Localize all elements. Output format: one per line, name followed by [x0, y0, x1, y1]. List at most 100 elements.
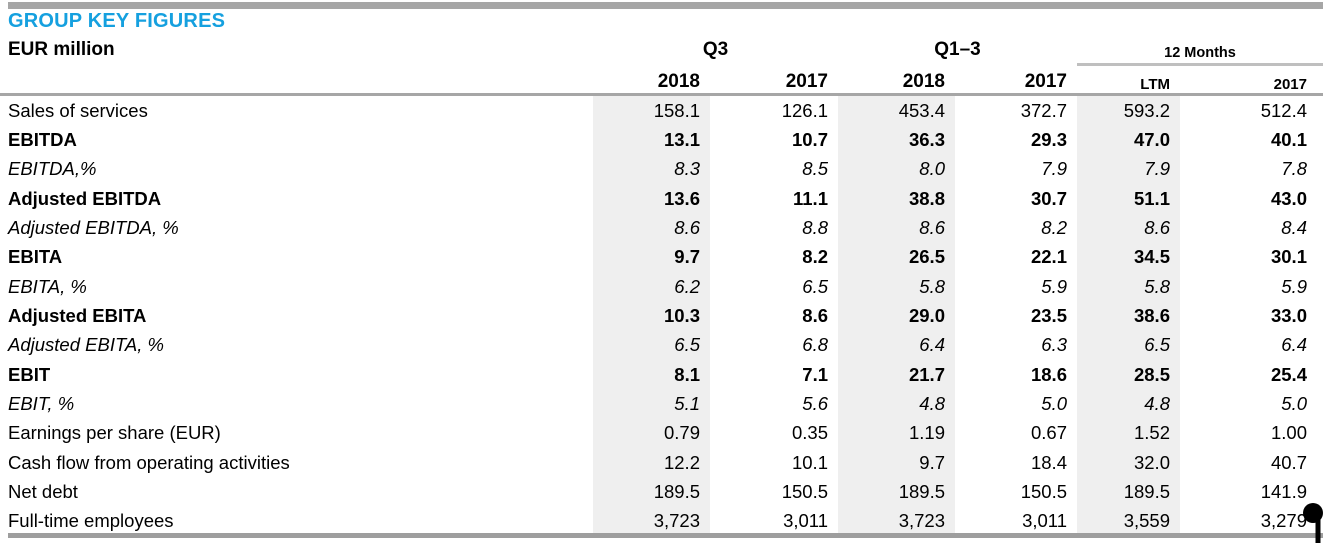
header-col-q3-2018: 2018	[657, 71, 700, 92]
value-cell-q3-2017: 8.5	[802, 158, 828, 180]
header-separator-line	[0, 93, 1323, 96]
value-cell-ltm: 8.6	[1077, 213, 1180, 243]
value-cell-q13-2018: 38.8	[838, 183, 955, 214]
value-cell-q13-2017: 7.9	[1041, 158, 1067, 180]
value-cell-q3-2017: 8.6	[802, 304, 828, 326]
value-cell-ltm: 7.9	[1077, 154, 1180, 184]
value-cell-q3-2018: 5.1	[593, 389, 710, 419]
row-label: Cash flow from operating activities	[8, 451, 290, 473]
row-label: Adjusted EBITA	[8, 304, 147, 326]
value-cell-q13-2017: 18.4	[1030, 451, 1067, 473]
value-cell-12m-2017: 25.4	[1270, 363, 1307, 385]
unit-label: EUR million	[8, 39, 115, 60]
value-cell-q3-2018: 12.2	[593, 447, 710, 478]
value-cell-ltm: 32.0	[1077, 447, 1180, 478]
value-cell-q13-2018: 21.7	[838, 359, 955, 390]
value-cell-ltm: 51.1	[1077, 183, 1180, 214]
top-divider-bar	[8, 2, 1323, 9]
table-body: Sales of services 158.1 126.1 453.4 372.…	[0, 96, 1323, 536]
value-cell-q3-2017: 8.8	[802, 216, 828, 238]
table-header-years: 2018 2017 2018 2017 LTM 2017	[0, 66, 1323, 93]
value-cell-12m-2017: 6.4	[1281, 334, 1307, 356]
value-cell-q3-2018: 189.5	[593, 477, 710, 507]
value-cell-q13-2017: 0.67	[1030, 422, 1067, 444]
header-group-q1-3: Q1–3	[934, 39, 981, 60]
value-cell-q13-2017: 6.3	[1041, 334, 1067, 356]
value-cell-12m-2017: 43.0	[1270, 187, 1307, 209]
value-cell-q13-2018: 453.4	[838, 96, 955, 126]
value-cell-ltm: 593.2	[1077, 96, 1180, 126]
row-label: Net debt	[8, 480, 78, 502]
row-label: EBIT	[8, 363, 51, 385]
value-cell-ltm: 47.0	[1077, 125, 1180, 155]
row-label: Full-time employees	[8, 510, 174, 532]
value-cell-q13-2018: 189.5	[838, 477, 955, 507]
value-cell-ltm: 34.5	[1077, 242, 1180, 272]
value-cell-ltm: 6.5	[1077, 330, 1180, 360]
value-cell-12m-2017: 30.1	[1270, 246, 1307, 268]
value-cell-q3-2018: 13.1	[593, 125, 710, 155]
value-cell-q3-2017: 11.1	[793, 187, 828, 209]
value-cell-12m-2017: 5.9	[1281, 275, 1307, 297]
value-cell-12m-2017: 512.4	[1260, 99, 1307, 121]
value-cell-q3-2018: 0.79	[593, 418, 710, 448]
value-cell-q13-2018: 36.3	[838, 125, 955, 155]
value-cell-12m-2017: 7.8	[1281, 158, 1307, 180]
value-cell-q3-2017: 10.1	[791, 451, 828, 473]
row-label: Sales of services	[8, 99, 148, 121]
header-col-q3-2017: 2017	[785, 71, 828, 92]
header-group-12-months: 12 Months	[1077, 34, 1323, 66]
value-cell-q13-2017: 8.2	[1041, 216, 1067, 238]
value-cell-q13-2017: 150.5	[1020, 480, 1067, 502]
value-cell-q13-2018: 6.4	[838, 330, 955, 360]
value-cell-q3-2017: 150.5	[781, 480, 828, 502]
value-cell-q3-2018: 3,723	[593, 506, 710, 536]
value-cell-q13-2017: 22.1	[1030, 246, 1067, 268]
value-cell-q13-2018: 4.8	[838, 389, 955, 419]
value-cell-q3-2017: 5.6	[802, 392, 828, 414]
header-group-q3: Q3	[702, 39, 729, 60]
row-label: Earnings per share (EUR)	[8, 422, 221, 444]
value-cell-q13-2017: 3,011	[1022, 510, 1067, 532]
value-cell-q3-2018: 13.6	[593, 183, 710, 214]
value-cell-ltm: 1.52	[1077, 418, 1180, 448]
value-cell-12m-2017: 1.00	[1270, 422, 1307, 444]
value-cell-q3-2017: 6.8	[802, 334, 828, 356]
value-cell-q3-2018: 6.5	[593, 330, 710, 360]
value-cell-q13-2018: 8.6	[838, 213, 955, 243]
row-label: EBITDA	[8, 128, 77, 150]
value-cell-q13-2017: 29.3	[1030, 128, 1067, 150]
value-cell-12m-2017: 141.9	[1260, 480, 1307, 502]
value-cell-q13-2017: 18.6	[1030, 363, 1067, 385]
value-cell-q3-2017: 10.7	[791, 128, 828, 150]
row-label: Adjusted EBITDA, %	[8, 216, 179, 238]
row-label: EBITDA,%	[8, 158, 97, 180]
value-cell-12m-2017: 40.7	[1270, 451, 1307, 473]
row-label: EBITA, %	[8, 275, 87, 297]
value-cell-ltm: 189.5	[1077, 477, 1180, 507]
value-cell-12m-2017: 8.4	[1281, 216, 1307, 238]
value-cell-q13-2018: 1.19	[838, 418, 955, 448]
header-spacer	[0, 66, 593, 93]
value-cell-q3-2017: 7.1	[802, 363, 828, 385]
bottom-divider-bar	[8, 533, 1323, 538]
value-cell-q3-2017: 0.35	[791, 422, 828, 444]
value-cell-q3-2017: 8.2	[802, 246, 828, 268]
value-cell-q3-2017: 3,011	[783, 510, 828, 532]
value-cell-ltm: 28.5	[1077, 359, 1180, 390]
value-cell-q3-2018: 158.1	[593, 96, 710, 126]
value-cell-ltm: 38.6	[1077, 301, 1180, 331]
row-label: EBITA	[8, 246, 63, 268]
value-cell-q13-2017: 5.0	[1041, 392, 1067, 414]
value-cell-q13-2018: 3,723	[838, 506, 955, 536]
value-cell-q13-2017: 5.9	[1041, 275, 1067, 297]
header-col-12m-2017: 2017	[1273, 76, 1307, 93]
value-cell-ltm: 5.8	[1077, 271, 1180, 302]
value-cell-q3-2018: 8.3	[593, 154, 710, 184]
value-cell-12m-2017: 3,279	[1260, 510, 1307, 532]
pin-marker-icon	[1303, 503, 1323, 543]
value-cell-q13-2018: 29.0	[838, 301, 955, 331]
value-cell-q3-2017: 126.1	[781, 99, 828, 121]
value-cell-q3-2018: 6.2	[593, 271, 710, 302]
